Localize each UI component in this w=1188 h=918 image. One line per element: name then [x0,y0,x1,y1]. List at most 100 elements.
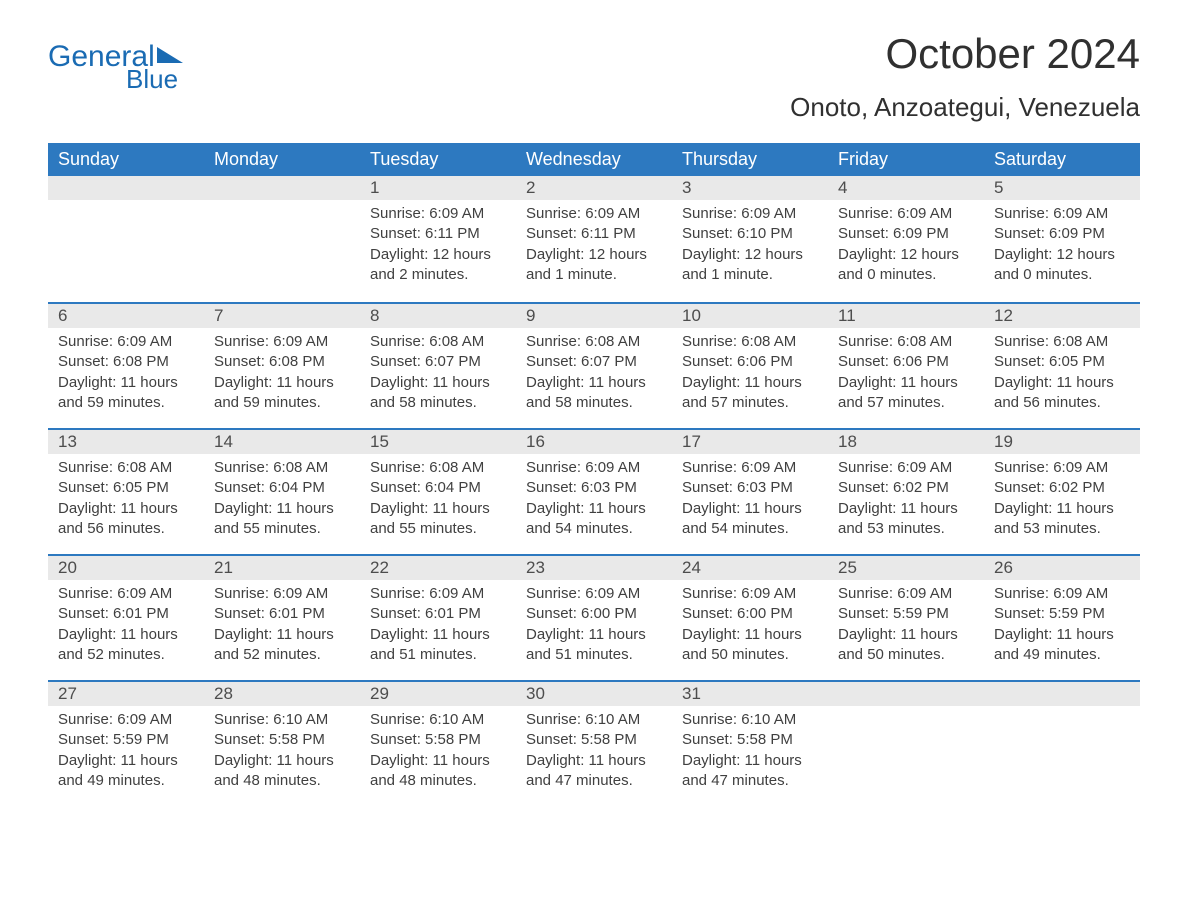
day-header: Sunday [48,143,204,176]
day-body: Sunrise: 6:09 AMSunset: 5:59 PMDaylight:… [984,580,1140,675]
sunrise-label: Sunrise: [838,205,893,222]
day-body: Sunrise: 6:08 AMSunset: 6:06 PMDaylight:… [672,328,828,423]
day-cell: 9Sunrise: 6:08 AMSunset: 6:07 PMDaylight… [516,304,672,428]
sunrise-value: 6:09 AM [897,459,952,476]
daylight-label: Daylight: [526,246,584,263]
sunset-label: Sunset: [58,605,109,622]
day-number: 2 [516,176,672,200]
day-number: 18 [828,430,984,454]
sunset-line: Sunset: 6:03 PM [526,478,662,498]
day-number: 20 [48,556,204,580]
sunrise-label: Sunrise: [214,585,269,602]
sunrise-line: Sunrise: 6:08 AM [370,332,506,352]
sunrise-value: 6:08 AM [897,333,952,350]
sunset-label: Sunset: [58,353,109,370]
sunset-line: Sunset: 6:05 PM [994,352,1130,372]
sunrise-label: Sunrise: [526,205,581,222]
day-number: 7 [204,304,360,328]
daylight-label: Daylight: [838,246,896,263]
day-number: 23 [516,556,672,580]
sunrise-line: Sunrise: 6:09 AM [214,332,350,352]
sunrise-line: Sunrise: 6:08 AM [58,458,194,478]
sunrise-line: Sunrise: 6:09 AM [214,584,350,604]
day-body: Sunrise: 6:09 AMSunset: 6:01 PMDaylight:… [204,580,360,675]
week-row: 6Sunrise: 6:09 AMSunset: 6:08 PMDaylight… [48,302,1140,428]
daylight-line: Daylight: 11 hours and 53 minutes. [838,499,974,540]
day-number [828,682,984,706]
sunrise-label: Sunrise: [994,333,1049,350]
sunrise-line: Sunrise: 6:09 AM [370,204,506,224]
sunset-line: Sunset: 5:58 PM [214,730,350,750]
sunrise-label: Sunrise: [682,205,737,222]
sunset-label: Sunset: [370,225,421,242]
day-cell: 26Sunrise: 6:09 AMSunset: 5:59 PMDayligh… [984,556,1140,680]
day-number: 15 [360,430,516,454]
day-number: 14 [204,430,360,454]
sunrise-label: Sunrise: [838,333,893,350]
sunset-value: 6:03 PM [737,479,793,496]
day-cell: 25Sunrise: 6:09 AMSunset: 5:59 PMDayligh… [828,556,984,680]
sunset-label: Sunset: [526,225,577,242]
sunrise-line: Sunrise: 6:09 AM [682,204,818,224]
sunset-value: 6:08 PM [269,353,325,370]
day-cell: 28Sunrise: 6:10 AMSunset: 5:58 PMDayligh… [204,682,360,806]
day-cell [984,682,1140,806]
header: General Blue October 2024 Onoto, Anzoate… [48,30,1140,123]
sunrise-value: 6:09 AM [1053,459,1108,476]
day-cell: 14Sunrise: 6:08 AMSunset: 6:04 PMDayligh… [204,430,360,554]
day-body: Sunrise: 6:09 AMSunset: 6:01 PMDaylight:… [48,580,204,675]
day-cell: 29Sunrise: 6:10 AMSunset: 5:58 PMDayligh… [360,682,516,806]
sunset-label: Sunset: [214,479,265,496]
sunset-value: 6:03 PM [581,479,637,496]
sunset-line: Sunset: 6:05 PM [58,478,194,498]
daylight-label: Daylight: [526,374,584,391]
day-cell [48,176,204,302]
sunset-label: Sunset: [526,731,577,748]
sunset-value: 6:01 PM [269,605,325,622]
sunrise-value: 6:08 AM [273,459,328,476]
day-body: Sunrise: 6:08 AMSunset: 6:04 PMDaylight:… [360,454,516,549]
daylight-line: Daylight: 11 hours and 58 minutes. [370,373,506,414]
sunrise-value: 6:09 AM [585,585,640,602]
sunset-value: 5:58 PM [581,731,637,748]
sunset-label: Sunset: [994,605,1045,622]
day-header: Monday [204,143,360,176]
sunrise-line: Sunrise: 6:09 AM [682,584,818,604]
sunset-label: Sunset: [994,225,1045,242]
sunrise-line: Sunrise: 6:09 AM [58,332,194,352]
sunrise-line: Sunrise: 6:09 AM [526,458,662,478]
sunrise-label: Sunrise: [682,585,737,602]
day-header: Tuesday [360,143,516,176]
sunset-line: Sunset: 5:59 PM [58,730,194,750]
sunrise-value: 6:09 AM [585,205,640,222]
sunset-label: Sunset: [214,605,265,622]
sunset-value: 6:11 PM [581,225,636,242]
daylight-label: Daylight: [370,752,428,769]
sunset-value: 5:58 PM [269,731,325,748]
day-number: 29 [360,682,516,706]
daylight-line: Daylight: 12 hours and 1 minute. [682,245,818,286]
week-row: 27Sunrise: 6:09 AMSunset: 5:59 PMDayligh… [48,680,1140,806]
daylight-line: Daylight: 11 hours and 55 minutes. [370,499,506,540]
sunset-line: Sunset: 6:08 PM [214,352,350,372]
day-number: 10 [672,304,828,328]
day-cell: 12Sunrise: 6:08 AMSunset: 6:05 PMDayligh… [984,304,1140,428]
sunset-line: Sunset: 6:02 PM [838,478,974,498]
day-cell: 18Sunrise: 6:09 AMSunset: 6:02 PMDayligh… [828,430,984,554]
daylight-line: Daylight: 11 hours and 58 minutes. [526,373,662,414]
sunset-label: Sunset: [838,479,889,496]
day-body: Sunrise: 6:09 AMSunset: 6:09 PMDaylight:… [828,200,984,295]
daylight-label: Daylight: [994,246,1052,263]
week-row: 13Sunrise: 6:08 AMSunset: 6:05 PMDayligh… [48,428,1140,554]
daylight-label: Daylight: [526,752,584,769]
day-body: Sunrise: 6:09 AMSunset: 6:02 PMDaylight:… [984,454,1140,549]
sunrise-value: 6:09 AM [429,205,484,222]
day-body: Sunrise: 6:09 AMSunset: 6:08 PMDaylight:… [204,328,360,423]
sunrise-value: 6:09 AM [741,205,796,222]
sunrise-label: Sunrise: [526,711,581,728]
day-body: Sunrise: 6:08 AMSunset: 6:05 PMDaylight:… [984,328,1140,423]
sunset-label: Sunset: [526,479,577,496]
sunset-line: Sunset: 6:07 PM [526,352,662,372]
sunrise-label: Sunrise: [682,459,737,476]
sunrise-label: Sunrise: [994,459,1049,476]
